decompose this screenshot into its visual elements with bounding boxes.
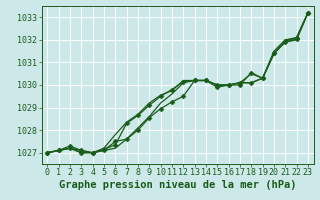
- X-axis label: Graphe pression niveau de la mer (hPa): Graphe pression niveau de la mer (hPa): [59, 180, 296, 190]
